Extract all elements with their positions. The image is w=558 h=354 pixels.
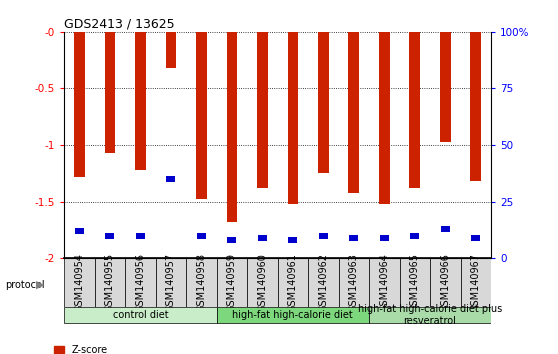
FancyBboxPatch shape (278, 258, 308, 307)
Legend: Z-score, percentile rank within the sample: Z-score, percentile rank within the samp… (54, 345, 236, 354)
Bar (410, 233, 420, 239)
FancyBboxPatch shape (64, 258, 95, 307)
Bar (287, 32, 298, 204)
Text: high-fat high-calorie diet plus
resveratrol: high-fat high-calorie diet plus resverat… (358, 304, 502, 326)
FancyBboxPatch shape (308, 258, 339, 307)
Text: GDS2413 / 13625: GDS2413 / 13625 (64, 18, 175, 31)
Text: ▶: ▶ (36, 280, 45, 290)
Bar (75, 228, 84, 234)
Text: GSM140959: GSM140959 (227, 253, 237, 312)
Bar (349, 32, 359, 193)
FancyBboxPatch shape (217, 307, 369, 323)
Text: GSM140961: GSM140961 (288, 253, 298, 312)
Bar (257, 32, 268, 188)
Bar (136, 233, 145, 239)
Text: protocol: protocol (6, 280, 45, 290)
FancyBboxPatch shape (369, 307, 491, 323)
Text: high-fat high-calorie diet: high-fat high-calorie diet (233, 310, 353, 320)
Text: control diet: control diet (113, 310, 168, 320)
FancyBboxPatch shape (95, 258, 125, 307)
Text: GSM140954: GSM140954 (74, 253, 84, 312)
Text: GSM140965: GSM140965 (410, 253, 420, 312)
Bar (319, 233, 328, 239)
Bar (166, 32, 176, 68)
Bar (196, 32, 206, 199)
FancyBboxPatch shape (247, 258, 278, 307)
Bar (440, 32, 451, 142)
Bar (349, 235, 358, 241)
Bar (105, 233, 114, 239)
FancyBboxPatch shape (339, 258, 369, 307)
Text: GSM140967: GSM140967 (471, 253, 481, 312)
Bar (410, 32, 420, 188)
Text: GSM140962: GSM140962 (319, 253, 328, 312)
Text: GSM140958: GSM140958 (196, 253, 206, 312)
Bar (379, 32, 389, 204)
Bar (441, 226, 450, 232)
FancyBboxPatch shape (217, 258, 247, 307)
Bar (380, 235, 389, 241)
Bar (471, 235, 480, 241)
Bar (74, 32, 85, 177)
Text: GSM140964: GSM140964 (379, 253, 389, 312)
Bar (135, 32, 146, 170)
Bar (227, 237, 237, 243)
FancyBboxPatch shape (430, 258, 460, 307)
Bar (166, 176, 175, 182)
FancyBboxPatch shape (460, 258, 491, 307)
FancyBboxPatch shape (156, 258, 186, 307)
Bar (318, 32, 329, 173)
Text: GSM140956: GSM140956 (136, 253, 146, 312)
Bar (197, 233, 206, 239)
Bar (227, 32, 237, 222)
Text: GSM140966: GSM140966 (440, 253, 450, 312)
Text: GSM140957: GSM140957 (166, 253, 176, 312)
FancyBboxPatch shape (369, 258, 400, 307)
Bar (288, 237, 297, 243)
Text: GSM140960: GSM140960 (257, 253, 267, 312)
FancyBboxPatch shape (125, 258, 156, 307)
Bar (104, 32, 116, 153)
Bar (470, 32, 481, 181)
Text: GSM140963: GSM140963 (349, 253, 359, 312)
Text: GSM140955: GSM140955 (105, 253, 115, 312)
FancyBboxPatch shape (186, 258, 217, 307)
Bar (258, 235, 267, 241)
FancyBboxPatch shape (400, 258, 430, 307)
FancyBboxPatch shape (64, 307, 217, 323)
